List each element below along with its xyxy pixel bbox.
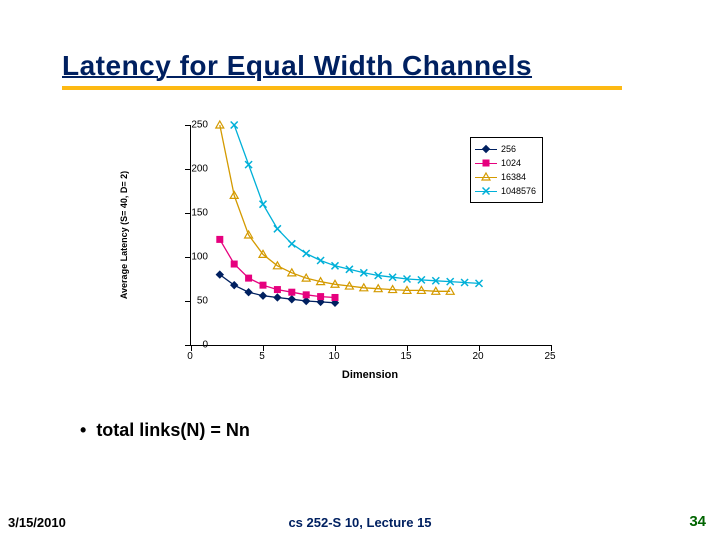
footer-page: 34	[689, 513, 706, 530]
ytick-label: 250	[191, 120, 208, 131]
y-axis-label: Average Latency (S= 40, D= 2)	[119, 171, 129, 299]
ytick-label: 150	[191, 208, 208, 219]
legend-label: 256	[501, 144, 516, 154]
footer-center: cs 252-S 10, Lecture 15	[288, 515, 431, 530]
legend-item: 1024	[475, 156, 536, 170]
slide-title: Latency for Equal Width Channels	[62, 50, 532, 81]
legend: 256 1024 16384 1048576	[470, 137, 543, 203]
plot-area: 256 1024 16384 1048576	[190, 125, 551, 346]
bullet-marker: •	[80, 420, 86, 441]
legend-item: 256	[475, 142, 536, 156]
legend-label: 16384	[501, 172, 526, 182]
bullet-line: • total links(N) = Nn	[80, 420, 250, 441]
ytick-label: 0	[202, 340, 208, 351]
legend-label: 1024	[501, 158, 521, 168]
bullet-text: total links(N) = Nn	[96, 420, 250, 441]
xtick-label: 20	[472, 351, 483, 362]
legend-item: 1048576	[475, 184, 536, 198]
ytick-label: 50	[197, 296, 208, 307]
xtick-label: 25	[544, 351, 555, 362]
ytick-label: 200	[191, 164, 208, 175]
xtick-label: 5	[259, 351, 265, 362]
ytick-label: 100	[191, 252, 208, 263]
footer-date: 3/15/2010	[8, 515, 66, 530]
legend-item: 16384	[475, 170, 536, 184]
title-accent-bar	[62, 86, 622, 90]
x-axis-label: Dimension	[342, 369, 398, 381]
legend-label: 1048576	[501, 186, 536, 196]
xtick-label: 0	[187, 351, 193, 362]
xtick-label: 15	[400, 351, 411, 362]
latency-chart: Average Latency (S= 40, D= 2) 256 1024 163…	[120, 115, 580, 395]
slide-title-block: Latency for Equal Width Channels	[62, 50, 652, 90]
xtick-label: 10	[328, 351, 339, 362]
